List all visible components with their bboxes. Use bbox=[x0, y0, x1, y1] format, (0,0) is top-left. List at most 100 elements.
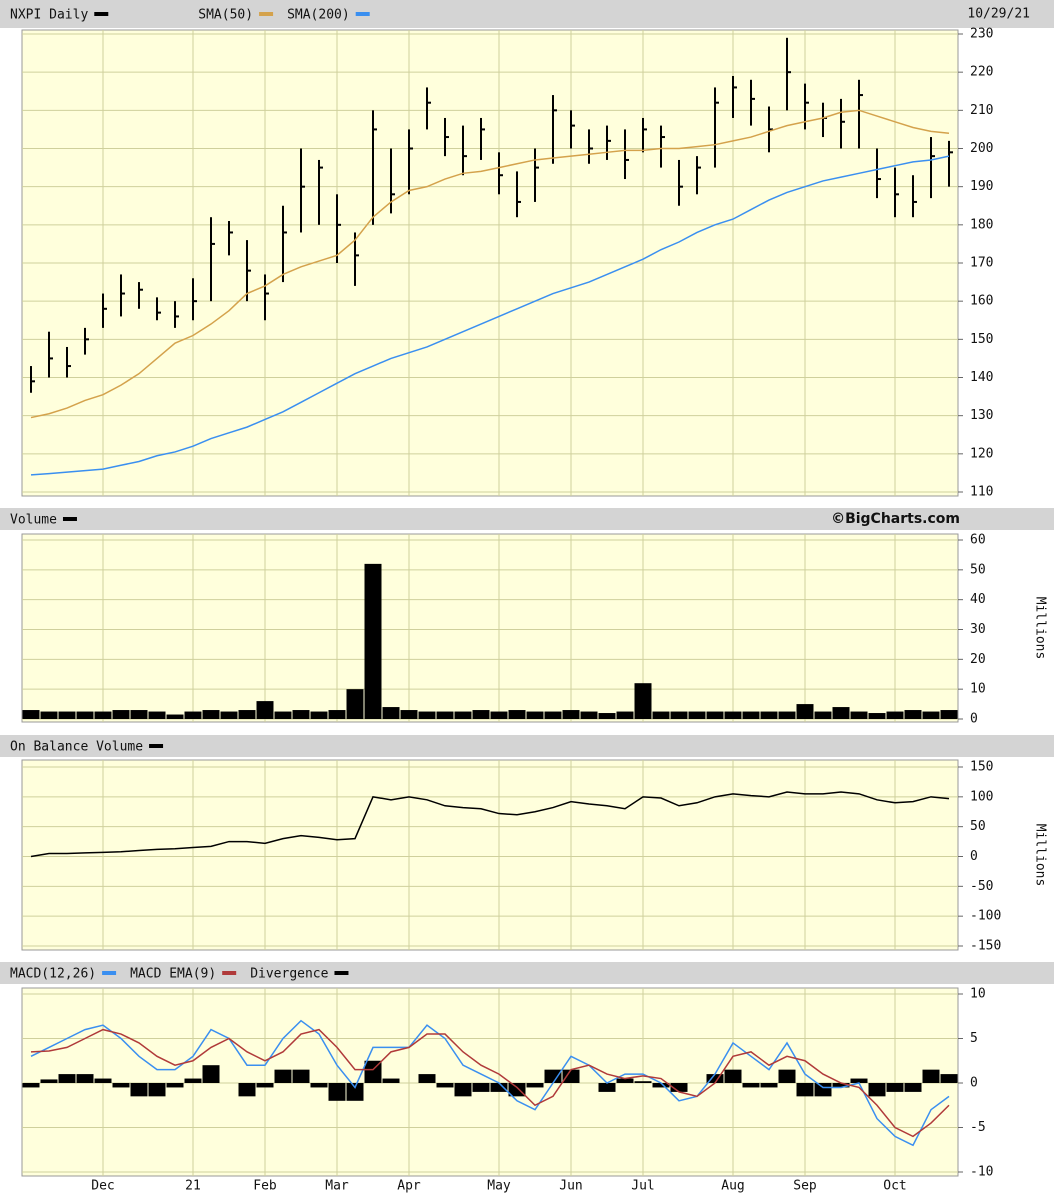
bar bbox=[220, 711, 238, 719]
bar bbox=[670, 1083, 688, 1092]
bar bbox=[886, 1083, 904, 1092]
x-tick-label: Mar bbox=[325, 1179, 349, 1194]
bar bbox=[490, 711, 508, 719]
date: 10/29/21 bbox=[967, 7, 1030, 22]
y-tick-label: -50 bbox=[970, 879, 993, 894]
bar bbox=[76, 711, 94, 719]
bar bbox=[472, 710, 490, 719]
bar bbox=[832, 1083, 850, 1088]
bar bbox=[940, 1074, 958, 1083]
y-tick-label: 0 bbox=[970, 1076, 978, 1091]
bar bbox=[706, 1074, 724, 1083]
bar bbox=[652, 1083, 670, 1088]
y-tick-label: 30 bbox=[970, 622, 986, 637]
y-tick-label: -100 bbox=[970, 909, 1001, 924]
bar bbox=[76, 1074, 94, 1083]
axis-unit: Millions bbox=[1033, 597, 1048, 660]
bar bbox=[724, 711, 742, 719]
x-tick-label: Aug bbox=[721, 1179, 744, 1194]
bar bbox=[184, 711, 202, 719]
bar bbox=[112, 710, 130, 719]
bar bbox=[202, 710, 220, 719]
bar bbox=[616, 711, 634, 719]
bar bbox=[310, 1083, 328, 1088]
bar bbox=[382, 1078, 400, 1083]
bar bbox=[706, 711, 724, 719]
bar bbox=[796, 704, 814, 719]
bar bbox=[310, 711, 328, 719]
bar bbox=[148, 1083, 166, 1097]
bar bbox=[616, 1078, 634, 1083]
bar bbox=[328, 710, 346, 719]
bar bbox=[418, 711, 436, 719]
y-tick-label: 10 bbox=[970, 987, 986, 1002]
y-tick-label: 130 bbox=[970, 408, 993, 423]
bar bbox=[400, 710, 418, 719]
bar bbox=[256, 701, 274, 719]
bar bbox=[184, 1078, 202, 1083]
bar bbox=[490, 1083, 508, 1092]
series-line bbox=[30, 109, 950, 419]
bar bbox=[94, 1078, 112, 1083]
bar bbox=[850, 711, 868, 719]
bar bbox=[724, 1069, 742, 1083]
bar bbox=[58, 1074, 76, 1083]
bar bbox=[688, 711, 706, 719]
y-tick-label: 210 bbox=[970, 103, 993, 118]
y-tick-label: 40 bbox=[970, 592, 986, 607]
legend-label: MACD EMA(9) bbox=[130, 967, 216, 982]
y-tick-label: 150 bbox=[970, 332, 993, 347]
panel-header bbox=[0, 735, 1054, 757]
x-tick-label: Sep bbox=[793, 1179, 817, 1194]
bar bbox=[598, 1083, 616, 1092]
bar bbox=[202, 1065, 220, 1083]
legend-label: MACD(12,26) bbox=[10, 967, 96, 982]
y-tick-label: 230 bbox=[970, 27, 993, 42]
bar bbox=[652, 711, 670, 719]
y-tick-label: -5 bbox=[970, 1120, 986, 1135]
y-tick-label: 180 bbox=[970, 217, 993, 232]
bar bbox=[742, 711, 760, 719]
credit: ©BigCharts.com bbox=[831, 511, 960, 527]
bar bbox=[850, 1078, 868, 1083]
y-tick-label: 0 bbox=[970, 849, 978, 864]
bar bbox=[436, 711, 454, 719]
x-tick-label: Dec bbox=[91, 1179, 114, 1194]
x-tick-label: 21 bbox=[185, 1179, 201, 1194]
y-tick-label: 190 bbox=[970, 179, 993, 194]
x-tick-label: Apr bbox=[397, 1179, 421, 1194]
y-tick-label: 200 bbox=[970, 141, 993, 156]
bar bbox=[436, 1083, 454, 1088]
plot-area bbox=[21, 987, 959, 1177]
bar bbox=[292, 710, 310, 719]
y-tick-label: 150 bbox=[970, 760, 993, 775]
y-tick-label: 5 bbox=[970, 1031, 978, 1046]
bar bbox=[940, 710, 958, 719]
bar bbox=[868, 713, 886, 719]
series-line bbox=[30, 1028, 950, 1138]
bar bbox=[742, 1083, 760, 1088]
bar bbox=[238, 710, 256, 719]
bar bbox=[346, 1083, 364, 1101]
bar bbox=[886, 711, 904, 719]
bar bbox=[598, 713, 616, 719]
bar bbox=[40, 711, 58, 719]
bar bbox=[148, 711, 166, 719]
bar bbox=[796, 1083, 814, 1097]
bar bbox=[472, 1083, 490, 1092]
y-tick-label: 50 bbox=[970, 562, 986, 577]
bar bbox=[814, 711, 832, 719]
y-tick-label: -10 bbox=[970, 1165, 993, 1180]
panel-header bbox=[0, 962, 1054, 984]
panel-header bbox=[0, 508, 1054, 530]
y-tick-label: 170 bbox=[970, 256, 993, 271]
bar bbox=[364, 563, 382, 719]
bar bbox=[562, 710, 580, 719]
y-tick-label: 10 bbox=[970, 682, 986, 697]
bar bbox=[904, 1083, 922, 1092]
legend-label: Volume bbox=[10, 513, 57, 528]
bar bbox=[922, 711, 940, 719]
y-tick-label: -150 bbox=[970, 939, 1001, 954]
bar bbox=[508, 710, 526, 719]
bar bbox=[112, 1083, 130, 1088]
